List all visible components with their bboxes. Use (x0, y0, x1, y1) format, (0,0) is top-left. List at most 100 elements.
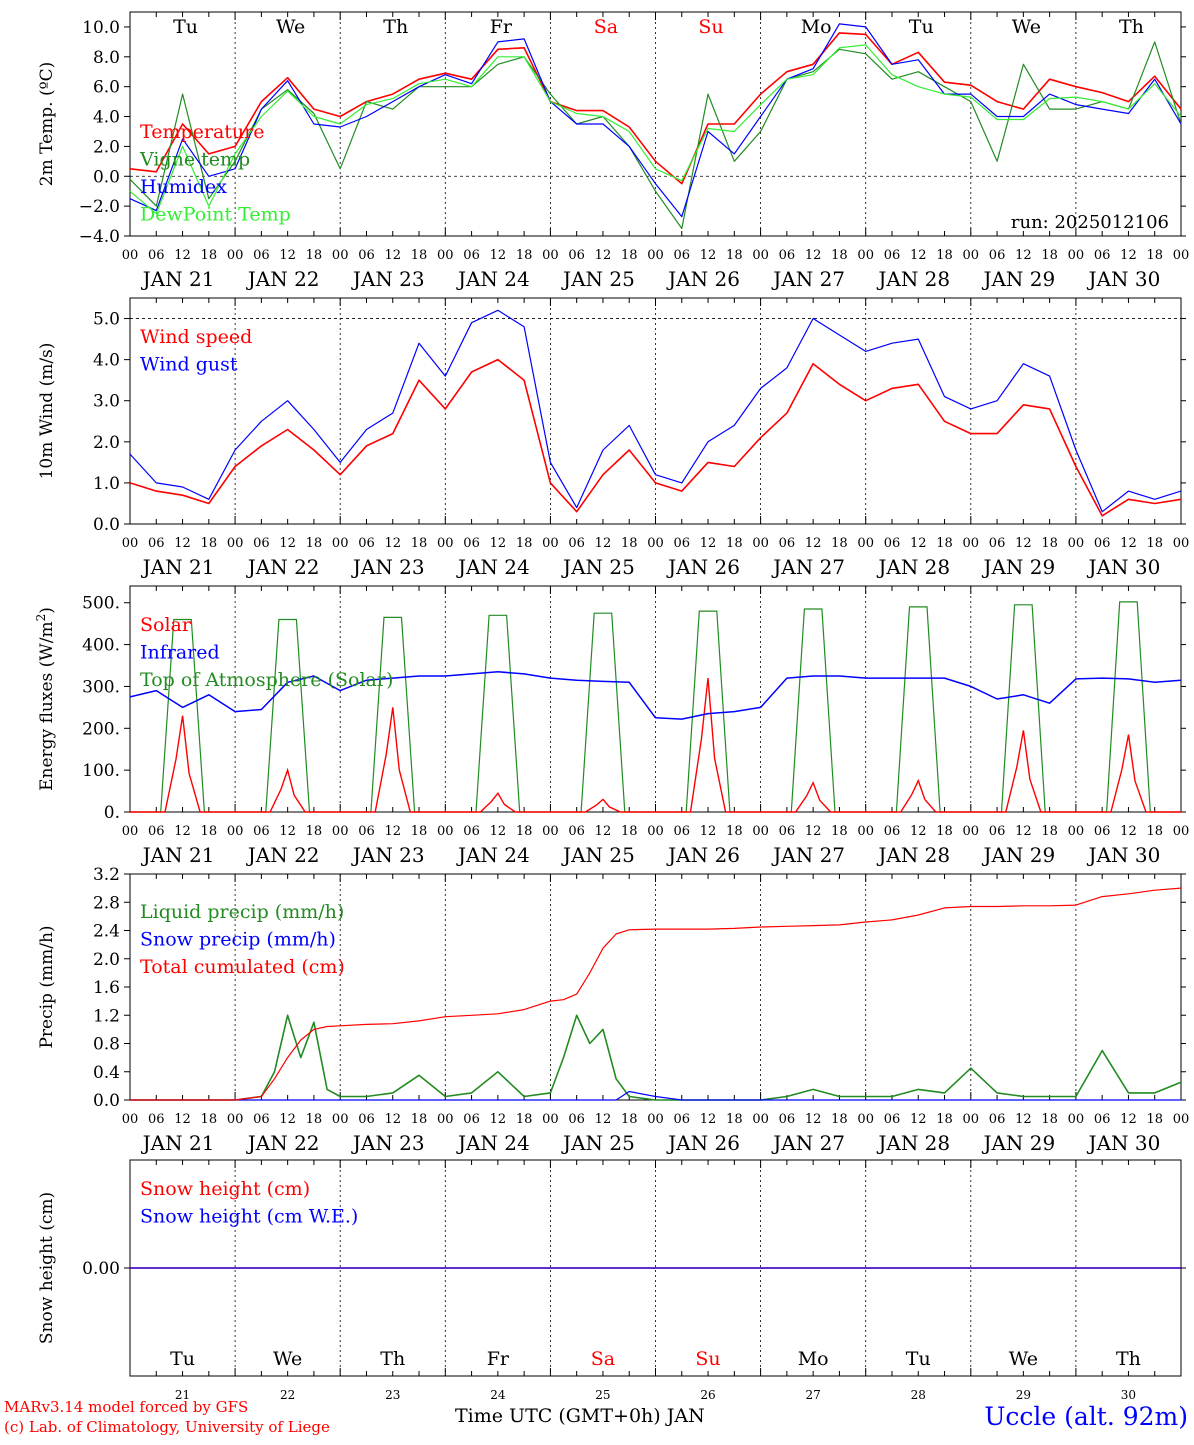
date-label: JAN 24 (456, 555, 530, 579)
hour-label: 00 (122, 824, 139, 839)
legend-entry: Wind gust (140, 354, 238, 376)
hour-label: 18 (1146, 536, 1163, 551)
panel-wind: 5.0 4.0 3.0 2.0 1.0 0.0 10m Wind (m/s) 00 06 12 18… (37, 297, 1190, 579)
hour-label: 00 (752, 248, 769, 263)
hour-label: 06 (989, 824, 1006, 839)
weekday-label: We (276, 16, 305, 38)
series-line-precip-0 (130, 1014, 1182, 1101)
hour-label: 06 (674, 536, 691, 551)
legend-entry: Wind speed (140, 326, 252, 348)
day-number-label: 28 (911, 1388, 926, 1402)
hour-label: 18 (411, 248, 428, 263)
weekday-label: Mo (798, 1348, 829, 1370)
day-number-label: 30 (1121, 1388, 1136, 1402)
hour-label: 00 (857, 248, 874, 263)
legend-entry: Top of Atmosphere (Solar) (140, 669, 393, 691)
hour-label: 00 (1173, 824, 1190, 839)
hour-label: 06 (1094, 536, 1111, 551)
legend-entry: Infrared (140, 642, 220, 664)
date-label: JAN 30 (1087, 843, 1161, 867)
y-tick-label: 2.0 (93, 433, 120, 453)
hour-label: 18 (201, 824, 218, 839)
hour-label: 12 (279, 248, 296, 263)
hour-label: 06 (568, 824, 585, 839)
hour-label: 06 (989, 1112, 1006, 1127)
legend-entry: Snow height (cm) (140, 1178, 310, 1200)
hour-label: 12 (1120, 536, 1137, 551)
y-axis-label: Precip (mm/h) (37, 925, 57, 1048)
hour-label: 12 (384, 1112, 401, 1127)
y-tick-label: −4.0 (79, 227, 120, 247)
weekday-label: Th (380, 1348, 405, 1370)
hour-label: 00 (332, 1112, 349, 1127)
hour-label: 18 (621, 536, 638, 551)
hour-label: 06 (884, 824, 901, 839)
hour-label: 00 (752, 1112, 769, 1127)
series-line-precip-2 (130, 887, 1182, 1101)
hour-label: 00 (1173, 536, 1190, 551)
date-label: JAN 23 (351, 555, 425, 579)
hour-label: 06 (148, 536, 165, 551)
y-tick-label: 300. (82, 677, 120, 697)
hour-label: 18 (516, 248, 533, 263)
date-label: JAN 21 (141, 1131, 215, 1155)
hour-label: 06 (779, 824, 796, 839)
hour-label: 18 (726, 1112, 743, 1127)
legend-entry: Snow precip (mm/h) (140, 929, 336, 951)
hour-label: 12 (595, 1112, 612, 1127)
hour-label: 12 (174, 1112, 191, 1127)
hour-label: 12 (1015, 824, 1032, 839)
hour-label: 12 (384, 536, 401, 551)
hour-label: 06 (884, 536, 901, 551)
hour-label: 12 (910, 824, 927, 839)
date-label: JAN 21 (141, 267, 215, 291)
date-label: JAN 29 (981, 267, 1055, 291)
y-axis-label-superscript: 2 (34, 614, 48, 622)
model-credit: MARv3.14 model forced by GFS (4, 1398, 249, 1416)
hour-label: 00 (647, 1112, 664, 1127)
date-label: JAN 28 (876, 555, 950, 579)
date-label: JAN 29 (981, 1131, 1055, 1155)
hour-label: 00 (1068, 1112, 1085, 1127)
weekday-label: Tu (170, 1348, 195, 1370)
hour-label: 00 (1068, 536, 1085, 551)
hour-label: 18 (1146, 248, 1163, 263)
y-axis-label: 10m Wind (m/s) (37, 343, 57, 480)
weekday-label: Th (383, 16, 408, 38)
hour-label: 12 (805, 824, 822, 839)
hour-label: 18 (306, 1112, 323, 1127)
y-axis-label: 2m Temp. (ºC) (37, 62, 57, 187)
hour-label: 06 (779, 248, 796, 263)
y-tick-label: 2.8 (93, 893, 120, 913)
date-label: JAN 28 (876, 843, 950, 867)
station-name: Uccle (alt. 92m) (984, 1402, 1188, 1431)
series-line-infrared (129, 671, 1182, 720)
day-number-label: 22 (280, 1388, 295, 1402)
hour-label: 18 (516, 1112, 533, 1127)
hour-label: 00 (227, 824, 244, 839)
hour-label: 18 (831, 824, 848, 839)
y-tick-label: 1.2 (93, 1006, 120, 1026)
hour-label: 12 (1120, 824, 1137, 839)
y-tick-label: 0.4 (93, 1063, 120, 1083)
hour-label: 00 (542, 248, 559, 263)
hour-label: 18 (411, 1112, 428, 1127)
hour-label: 00 (647, 824, 664, 839)
hour-label: 12 (700, 1112, 717, 1127)
legend-entry: Temperature (140, 121, 264, 143)
hour-label: 06 (253, 1112, 270, 1127)
hour-label: 06 (253, 248, 270, 263)
weekday-label: We (1012, 16, 1041, 38)
hour-label: 18 (621, 1112, 638, 1127)
hour-label: 06 (358, 824, 375, 839)
hour-label: 00 (1173, 248, 1190, 263)
run-annotation: run: 2025012106 (1011, 212, 1169, 233)
date-label: JAN 21 (141, 843, 215, 867)
hour-label: 00 (963, 824, 980, 839)
y-tick-label: 2.0 (93, 950, 120, 970)
y-tick-label: 400. (82, 636, 120, 656)
panel-precip: 3.2 2.8 2.4 2.0 1.6 1.2 0.8 0.4 0.0 Precip (mm/h)… (37, 865, 1189, 1155)
hour-label: 18 (936, 1112, 953, 1127)
date-label: JAN 23 (351, 843, 425, 867)
hour-label: 06 (463, 248, 480, 263)
